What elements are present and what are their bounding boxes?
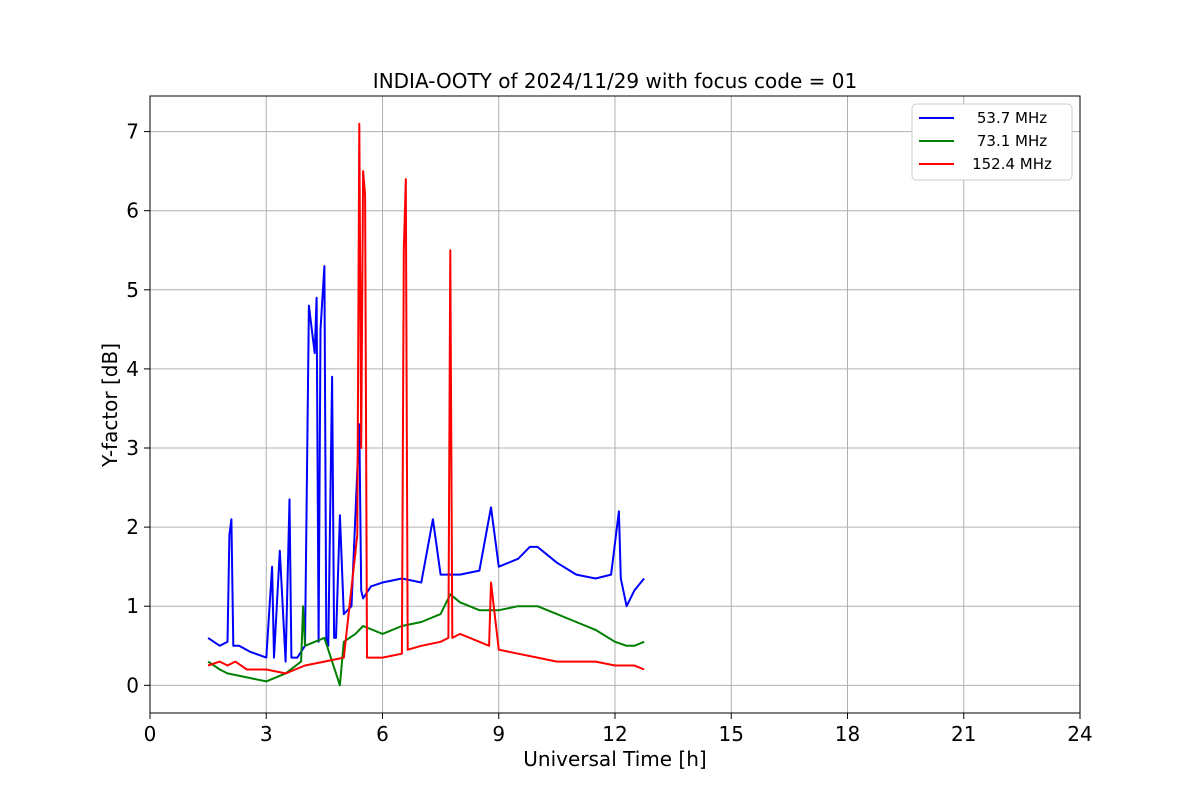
x-tick-label: 21 — [951, 722, 976, 746]
x-tick-label: 9 — [492, 722, 505, 746]
x-tick-label: 12 — [602, 722, 627, 746]
y-tick-label: 6 — [126, 199, 139, 223]
x-tick-label: 0 — [144, 722, 157, 746]
y-tick-label: 5 — [126, 278, 139, 302]
legend-label: 53.7 MHz — [977, 109, 1047, 127]
chart-title: INDIA-OOTY of 2024/11/29 with focus code… — [373, 69, 857, 93]
legend-label: 73.1 MHz — [977, 132, 1047, 150]
y-tick-label: 1 — [126, 594, 139, 618]
legend: 53.7 MHz 73.1 MHz 152.4 MHz — [911, 103, 1073, 181]
x-tick-label: 3 — [260, 722, 273, 746]
legend-label: 152.4 MHz — [972, 155, 1052, 173]
x-tick-label: 6 — [376, 722, 389, 746]
x-tick-label: 24 — [1067, 722, 1092, 746]
series-line-2 — [207, 122, 645, 675]
y-tick-label: 7 — [126, 120, 139, 144]
legend-box — [911, 103, 1073, 181]
y-axis-label: Y-factor [dB] — [98, 343, 122, 468]
y-tick-label: 4 — [126, 357, 139, 381]
series-layer — [207, 122, 645, 687]
x-tick-label: 15 — [719, 722, 744, 746]
series-line-0 — [207, 265, 645, 663]
x-tick-label: 18 — [835, 722, 860, 746]
x-axis-label: Universal Time [h] — [523, 747, 706, 771]
y-tick-label: 3 — [126, 436, 139, 460]
y-tick-label: 2 — [126, 515, 139, 539]
y-tick-label: 0 — [126, 673, 139, 697]
